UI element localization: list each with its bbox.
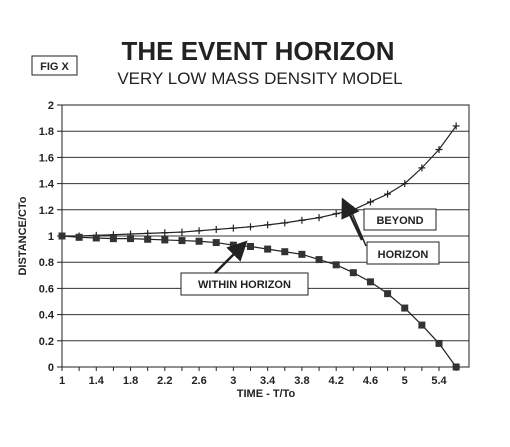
y-tick-label: 0.6: [39, 283, 54, 295]
x-tick-label: 2.6: [191, 375, 206, 387]
y-tick-label: 1.8: [39, 126, 54, 138]
data-point-square: [212, 239, 220, 247]
data-point-cross: [366, 198, 374, 206]
data-point-square: [332, 261, 340, 269]
y-tick-label: 0: [48, 362, 54, 374]
data-point-square: [58, 232, 66, 240]
callout-horizon: HORIZON: [366, 241, 440, 265]
data-point-square: [298, 250, 306, 258]
callout-within-text: WITHIN HORIZON: [198, 279, 291, 291]
data-point-square: [452, 363, 460, 371]
callout-horizon-box: [366, 241, 440, 265]
callout-beyond-box: [363, 208, 437, 231]
data-point-cross: [332, 210, 340, 218]
data-point-cross: [315, 214, 323, 222]
data-point-square: [366, 278, 374, 286]
data-point-cross: [281, 219, 289, 227]
y-axis-label: DISTANCE/CTo: [17, 196, 29, 275]
data-point-square: [161, 236, 169, 244]
y-tick-label: 1.6: [39, 152, 54, 164]
fig-label: FIG X: [40, 61, 69, 73]
data-point-square: [384, 290, 392, 298]
x-tick-label: 1.8: [123, 375, 138, 387]
callout-beyond: BEYOND: [363, 208, 437, 231]
x-tick-label: 3: [230, 375, 236, 387]
chart-title: THE EVENT HORIZON: [121, 36, 394, 66]
x-tick-label: 3.4: [260, 375, 276, 387]
y-tick-label: 1: [48, 231, 54, 243]
x-tick-label: 3.8: [294, 375, 309, 387]
data-point-square: [315, 256, 323, 264]
y-tick-label: 2: [48, 100, 54, 112]
x-tick-label: 5.4: [431, 375, 447, 387]
data-point-square: [178, 237, 186, 245]
data-point-square: [127, 235, 135, 243]
fig-label-box: [31, 55, 78, 76]
grid-layer: [57, 104, 469, 371]
data-point-square: [229, 241, 237, 249]
chart-subtitle: VERY LOW MASS DENSITY MODEL: [117, 69, 402, 88]
data-point-cross: [212, 225, 220, 233]
data-point-cross: [452, 122, 460, 130]
data-point-cross: [229, 224, 237, 232]
data-point-square: [75, 233, 83, 241]
arrow-beyond: [341, 197, 364, 241]
data-point-cross: [247, 223, 255, 231]
y-tick-labels: 0 0.2 0.4 0.6 0.8 1 1.2 1.4 1.6 1.8 2: [39, 100, 55, 374]
callout-horizon-text: HORIZON: [378, 249, 429, 261]
data-point-square: [281, 248, 289, 256]
data-point-cross: [144, 229, 152, 237]
data-point-cross: [418, 164, 426, 172]
data-point-cross: [195, 227, 203, 235]
x-tick-label: 2.2: [157, 375, 172, 387]
x-tick-label: 4.2: [329, 375, 344, 387]
data-point-cross: [264, 221, 272, 229]
y-tick-label: 0.8: [39, 257, 54, 269]
data-point-cross: [435, 146, 443, 154]
data-point-cross: [401, 180, 409, 188]
data-point-square: [195, 237, 203, 245]
data-point-square: [109, 235, 117, 243]
callout-within-box: [180, 272, 309, 296]
y-tick-label: 0.2: [39, 336, 54, 348]
x-tick-label: 1: [59, 375, 65, 387]
data-point-square: [349, 269, 357, 277]
arrow-horizon: [348, 205, 367, 247]
data-point-square: [144, 235, 152, 243]
data-point-cross: [161, 229, 169, 237]
x-tick-label: 4.6: [363, 375, 378, 387]
data-point-cross: [384, 190, 392, 198]
data-point-square: [418, 321, 426, 329]
x-tick-label: 5: [402, 375, 408, 387]
arrow-within: [214, 240, 248, 274]
data-point-square: [92, 234, 100, 242]
data-point-cross: [178, 228, 186, 236]
x-tick-labels: 1 1.4 1.8 2.2 2.6 3 3.4 3.8 4.2 4.6 5 5.4: [59, 375, 448, 387]
y-tick-label: 1.4: [39, 179, 55, 191]
data-point-square: [247, 242, 255, 250]
series-layer: [58, 122, 460, 371]
data-point-cross: [298, 216, 306, 224]
data-point-square: [435, 339, 443, 347]
callout-within: WITHIN HORIZON: [180, 272, 309, 296]
y-tick-label: 0.4: [39, 310, 55, 322]
y-tick-label: 1.2: [39, 205, 54, 217]
x-axis-label: TIME - T/To: [237, 388, 296, 400]
callout-beyond-text: BEYOND: [376, 215, 423, 227]
data-point-square: [401, 304, 409, 312]
x-tick-label: 1.4: [89, 375, 105, 387]
data-point-square: [264, 245, 272, 253]
